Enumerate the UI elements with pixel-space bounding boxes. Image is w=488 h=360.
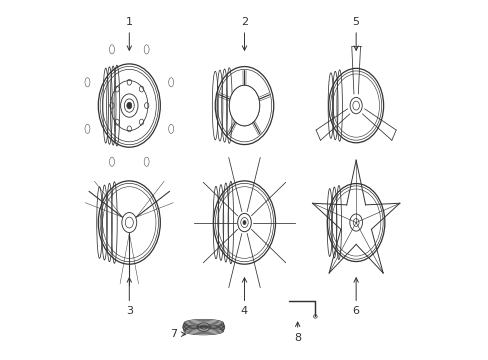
Text: 4: 4 [241, 278, 247, 316]
Text: 5: 5 [352, 17, 359, 50]
Text: 2: 2 [241, 17, 247, 50]
Ellipse shape [126, 102, 132, 109]
Text: 7: 7 [170, 329, 185, 339]
Text: 1: 1 [125, 17, 133, 50]
Text: 3: 3 [125, 278, 133, 316]
Ellipse shape [243, 220, 245, 225]
Text: 6: 6 [352, 278, 359, 316]
Text: 8: 8 [293, 322, 301, 343]
Ellipse shape [229, 85, 259, 126]
